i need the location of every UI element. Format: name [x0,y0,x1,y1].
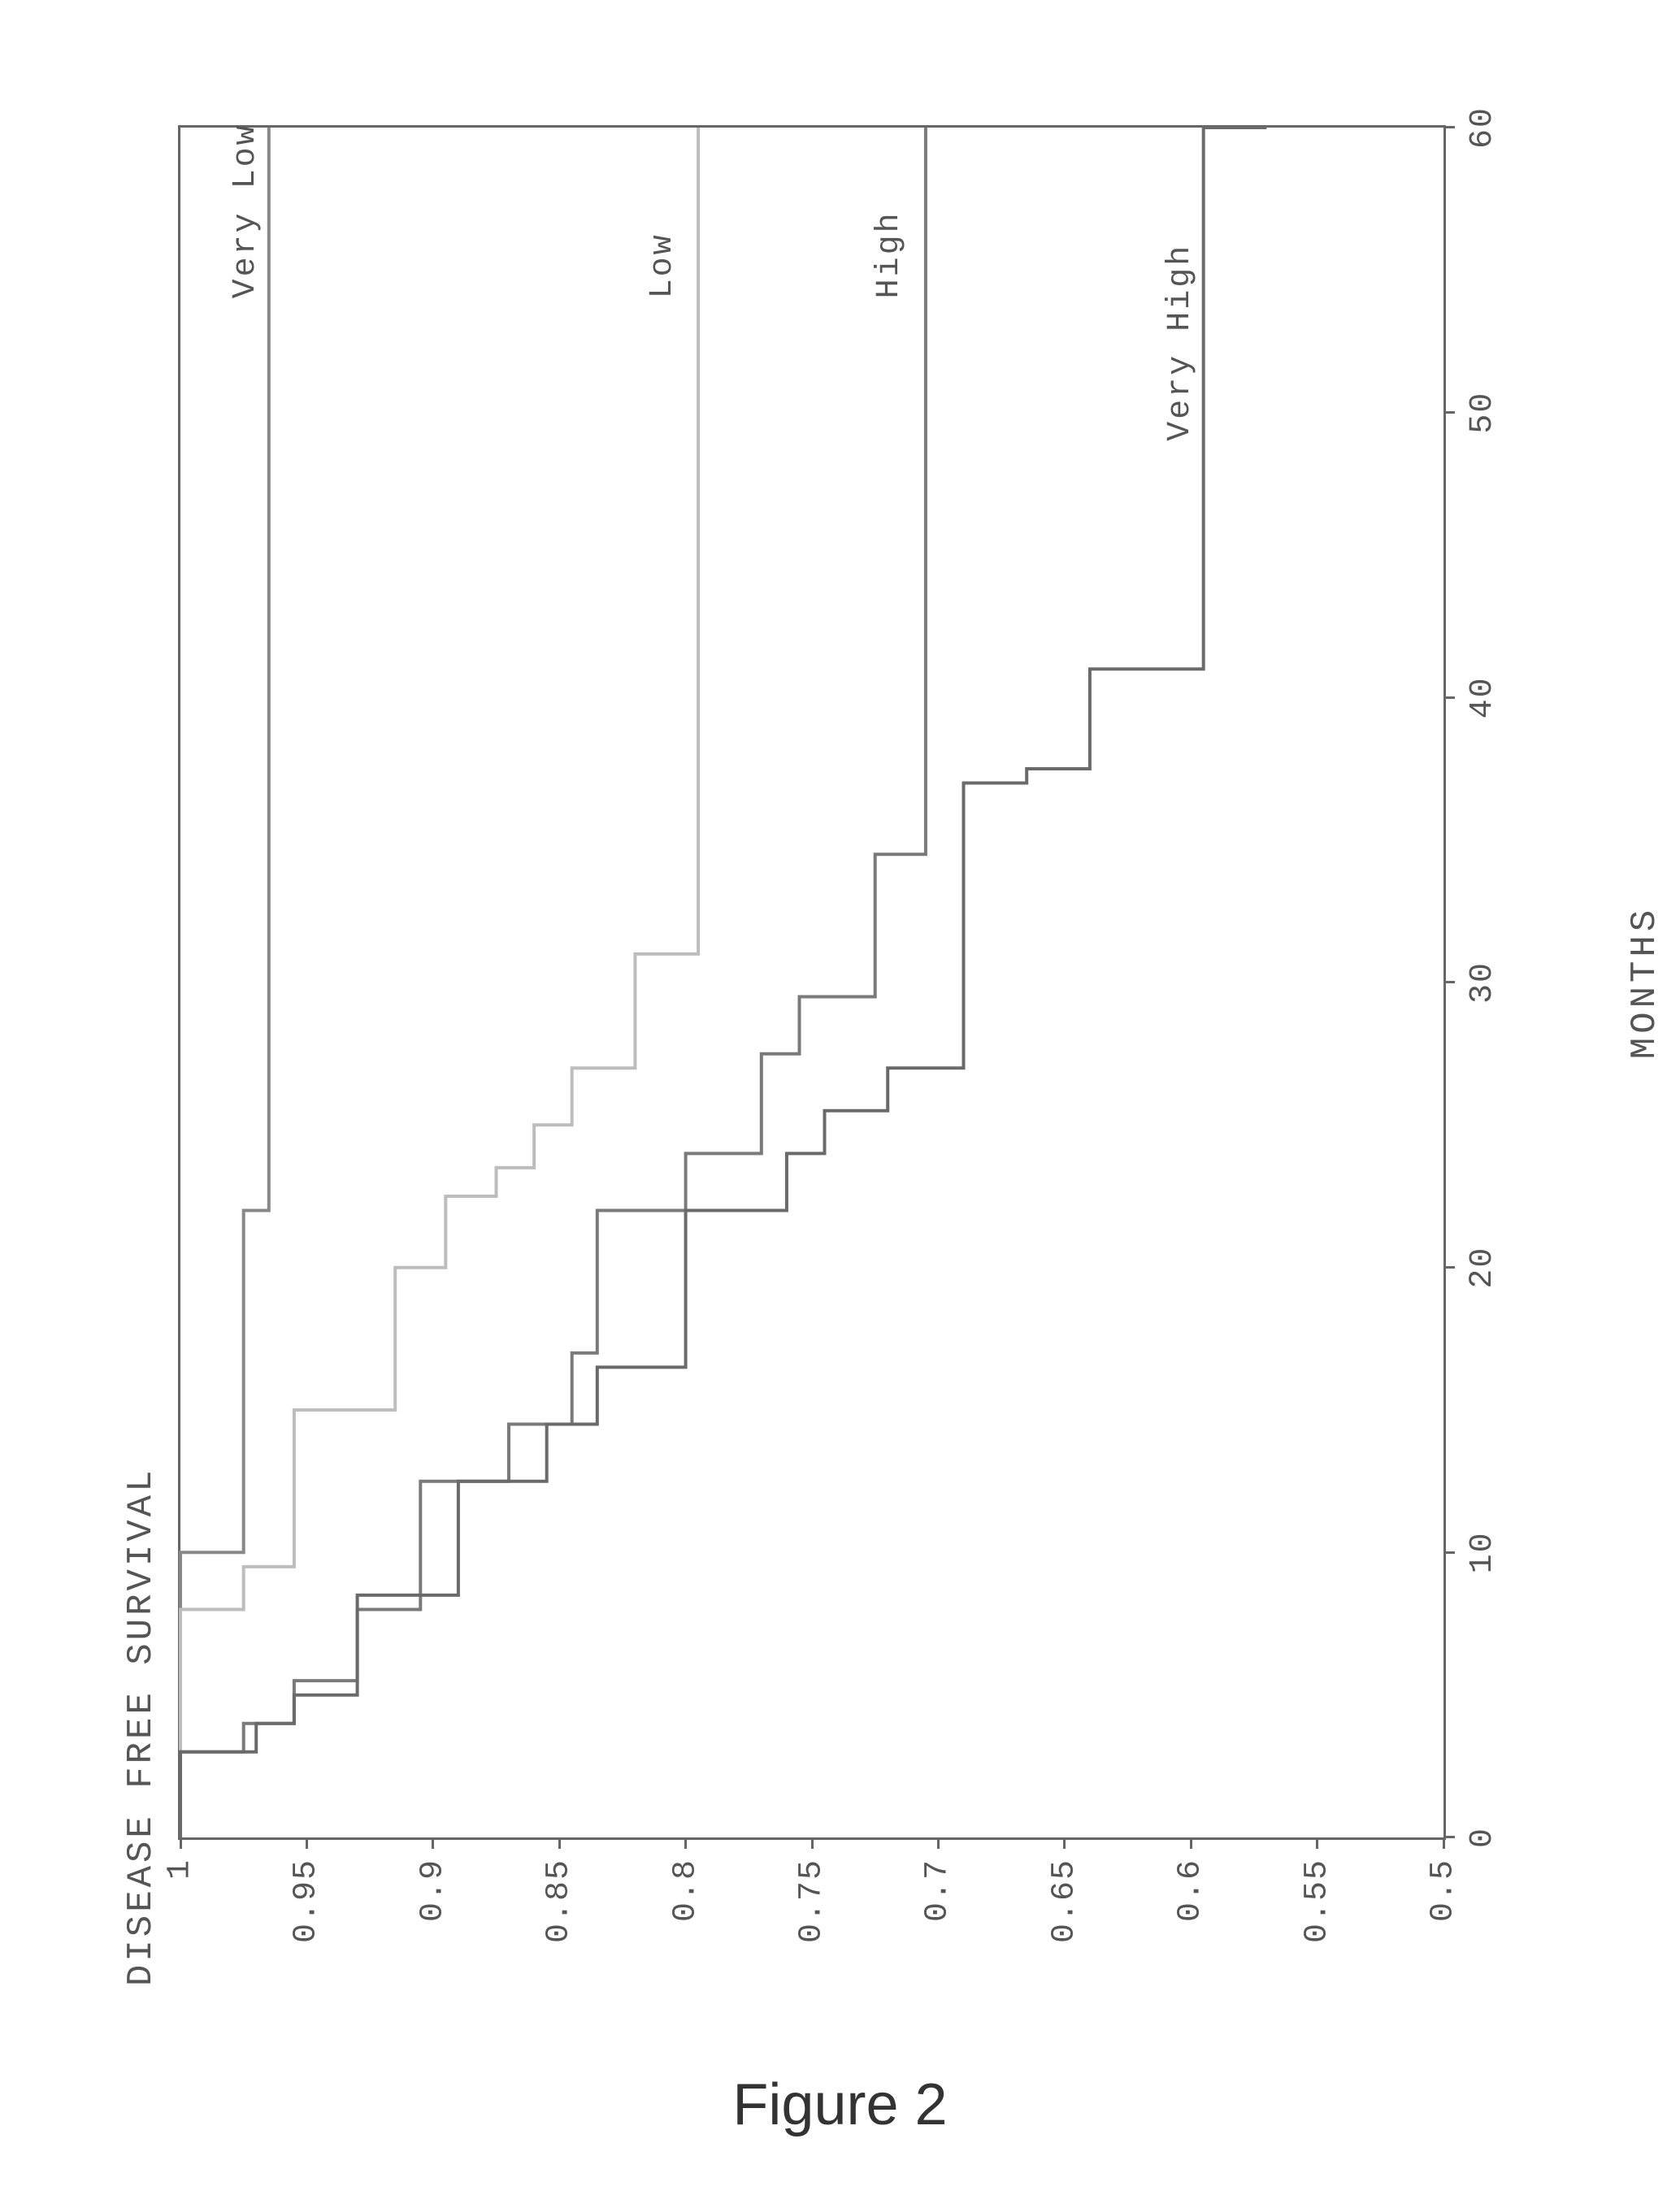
y-tick-label: 0.75 [793,1837,830,1943]
y-tick-label: 0.55 [1299,1837,1335,1943]
y-tick-label: 0.85 [540,1837,577,1943]
chart-title: DISEASE FREE SURVIVAL [121,1468,162,1987]
survival-chart: DISEASE FREE SURVIVAL 10.950.90.850.80.7… [129,76,1552,1986]
step-lines-svg [180,128,1443,1837]
x-tick-label: 40 [1443,677,1501,719]
y-tick-label: 0.65 [1046,1837,1083,1943]
series-label-low: Low [644,233,680,299]
series-label-very-high: Very High [1161,244,1198,441]
y-tick-label: 0.5 [1425,1837,1461,1922]
y-tick-label: 0.6 [1172,1837,1209,1922]
x-tick-label: 60 [1443,106,1501,149]
series-very-high [180,128,1266,1837]
series-label-very-low: Very Low [227,124,263,299]
x-tick-label: 50 [1443,392,1501,434]
page: DISEASE FREE SURVIVAL 10.950.90.850.80.7… [0,0,1680,2195]
series-high [180,128,926,1837]
x-tick-label: 30 [1443,961,1501,1004]
figure-caption: Figure 2 [732,2071,947,2138]
x-axis-title: MONTHS [1625,906,1665,1059]
x-tick-label: 10 [1443,1532,1501,1574]
y-tick-label: 0.7 [919,1837,956,1922]
y-tick-label: 1 [162,1837,198,1880]
x-tick-label: 0 [1443,1827,1501,1848]
x-tick-label: 20 [1443,1247,1501,1289]
y-tick-label: 0.95 [288,1837,324,1943]
series-very-low [180,128,269,1837]
plot-area: 10.950.90.850.80.750.70.650.60.550.50102… [178,125,1446,1840]
y-tick-label: 0.9 [415,1837,451,1922]
series-label-high: High [871,211,908,299]
y-tick-label: 0.8 [667,1837,704,1922]
series-low [180,128,698,1837]
